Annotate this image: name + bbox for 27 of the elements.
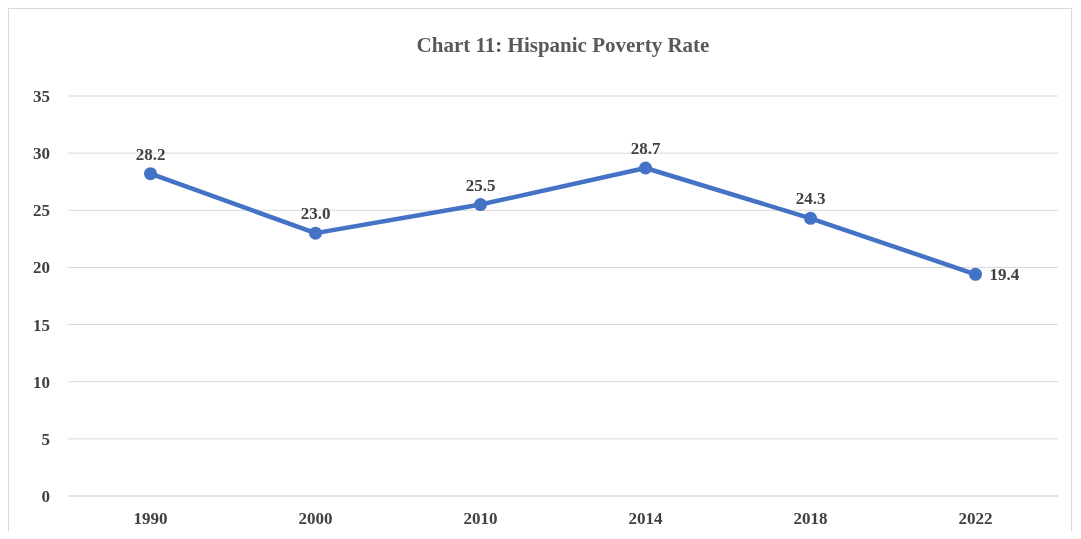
point — [639, 161, 652, 175]
y-tick-label: 15 — [33, 315, 50, 335]
y-tick-label: 20 — [33, 258, 50, 278]
x-tick-label: 2000 — [298, 509, 333, 528]
x-tick-label: 2014 — [628, 509, 663, 528]
chart-title: Chart 11: Hispanic Poverty Rate — [416, 33, 710, 57]
point — [474, 198, 487, 212]
data-label: 23.0 — [300, 204, 331, 224]
x-tick-label: 2022 — [958, 509, 993, 528]
x-tick-label: 2018 — [793, 509, 828, 528]
data-label: 25.5 — [465, 175, 496, 195]
x-tick-label: 2010 — [463, 509, 498, 528]
point — [144, 167, 157, 181]
data-label: 19.4 — [989, 265, 1020, 285]
y-tick-label: 10 — [33, 372, 50, 392]
point — [804, 211, 817, 225]
y-tick-label: 30 — [33, 144, 50, 164]
y-tick-label: 5 — [41, 429, 50, 449]
y-tick-label: 35 — [33, 87, 50, 106]
data-label: 28.7 — [630, 139, 661, 158]
x-tick-label: 1990 — [133, 509, 168, 528]
y-tick-label: 0 — [41, 487, 50, 506]
data-label: 28.2 — [135, 144, 166, 164]
y-tick-label: 25 — [33, 201, 50, 221]
point — [309, 226, 322, 240]
data-label: 24.3 — [795, 189, 826, 209]
point — [969, 267, 982, 281]
